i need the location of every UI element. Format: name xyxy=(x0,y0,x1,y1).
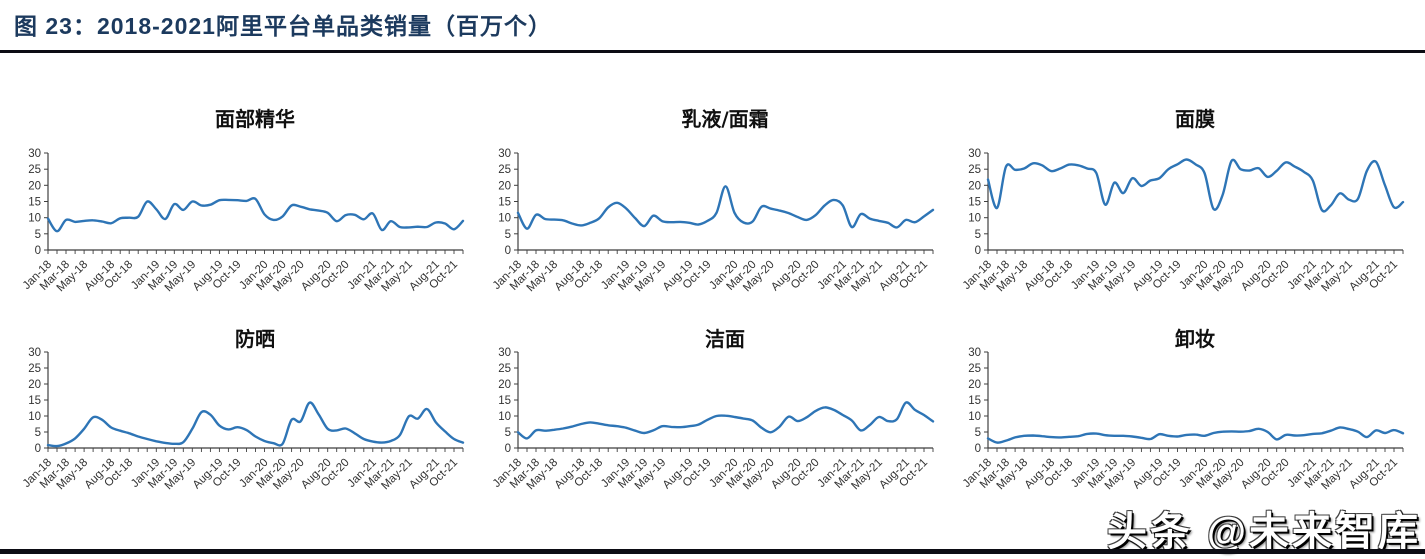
x-axis-ticks xyxy=(517,250,934,254)
svg-text:5: 5 xyxy=(35,427,41,439)
chart-facial-cleanser: 洁面 0 5 10 15 20 25 30 Jan-18Mar-18May-18Aug-18O… xyxy=(491,327,935,493)
svg-text:20: 20 xyxy=(498,180,511,192)
series-line xyxy=(986,426,1405,444)
svg-text:30: 30 xyxy=(498,347,511,359)
svg-text:15: 15 xyxy=(28,197,41,209)
series-line xyxy=(516,401,935,440)
x-axis-ticks xyxy=(47,448,464,452)
series-line xyxy=(986,158,1405,213)
svg-text:25: 25 xyxy=(498,363,511,375)
svg-text:0: 0 xyxy=(975,443,981,455)
axes xyxy=(517,352,933,449)
svg-text:25: 25 xyxy=(968,363,981,375)
plot-area: 0 5 10 15 20 25 30 Jan-18Mar-18May-18Aug-18Oct-… xyxy=(491,347,935,493)
x-axis-labels: Jan-18Mar-18May-18Aug-18Oct-18Jan-19Mar-… xyxy=(491,259,930,295)
x-axis-ticks xyxy=(517,448,934,452)
axes xyxy=(517,153,933,251)
svg-text:15: 15 xyxy=(498,395,511,407)
plot-area: 0 5 10 15 20 25 30 Jan-18Mar-18May-18Aug-18Oct-… xyxy=(961,347,1405,493)
svg-text:5: 5 xyxy=(975,427,981,439)
svg-text:25: 25 xyxy=(968,164,981,176)
chart-title: 面膜 xyxy=(1175,107,1215,131)
series-line xyxy=(516,185,935,230)
svg-text:30: 30 xyxy=(28,347,41,359)
svg-text:30: 30 xyxy=(968,347,981,359)
series-line xyxy=(46,401,465,448)
svg-text:25: 25 xyxy=(498,164,511,176)
chart-face-mask: 面膜 0 5 10 15 20 25 30 Jan-18Mar-18May-18Aug-18O… xyxy=(961,107,1405,295)
y-axis-ticks: 0 5 10 15 20 25 30 xyxy=(968,148,988,257)
plot-area: 0 5 10 15 20 25 30 Jan-18Mar-18May-18Aug-18Oct-… xyxy=(21,347,465,493)
svg-text:20: 20 xyxy=(28,379,41,391)
chart-makeup-remover: 卸妆 0 5 10 15 20 25 30 Jan-18Mar-18May-18Aug-18O… xyxy=(961,327,1405,493)
svg-text:0: 0 xyxy=(505,443,511,455)
svg-text:30: 30 xyxy=(28,148,41,160)
svg-text:0: 0 xyxy=(975,245,981,257)
axes xyxy=(987,153,1403,251)
x-axis-labels: Jan-18Mar-18May-18Aug-18Oct-18Jan-19Mar-… xyxy=(961,457,1400,493)
svg-text:20: 20 xyxy=(968,180,981,192)
chart-sunscreen: 防晒 0 5 10 15 20 25 30 Jan-18Mar-18May-18Aug-18O… xyxy=(21,327,465,493)
y-axis-ticks: 0 5 10 15 20 25 30 xyxy=(498,347,518,455)
svg-text:5: 5 xyxy=(505,229,511,241)
svg-text:15: 15 xyxy=(498,197,511,209)
svg-text:25: 25 xyxy=(28,164,41,176)
axes xyxy=(47,153,463,251)
svg-text:30: 30 xyxy=(498,148,511,160)
svg-text:5: 5 xyxy=(975,229,981,241)
plot-area: 0 5 10 15 20 25 30 Jan-18Mar-18May-18Aug-18Oct-… xyxy=(961,148,1405,295)
x-axis-labels: Jan-18Mar-18May-18Aug-18Oct-18Jan-19Mar-… xyxy=(21,259,460,295)
header-rule xyxy=(0,50,1425,53)
x-axis-labels: Jan-18Mar-18May-18Aug-18Oct-18Jan-19Mar-… xyxy=(491,457,930,493)
svg-text:20: 20 xyxy=(28,180,41,192)
svg-text:10: 10 xyxy=(968,213,981,225)
svg-text:15: 15 xyxy=(968,197,981,209)
svg-text:5: 5 xyxy=(35,229,41,241)
x-axis-ticks xyxy=(987,250,1404,254)
plot-area: 0 5 10 15 20 25 30 Jan-18Mar-18May-18Aug-18Oct-… xyxy=(491,148,935,295)
svg-text:10: 10 xyxy=(498,411,511,423)
y-axis-ticks: 0 5 10 15 20 25 30 xyxy=(498,148,518,257)
chart-title: 卸妆 xyxy=(1175,327,1215,351)
chart-lotion-cream: 乳液/面霜 0 5 10 15 20 25 30 Jan-18Mar-18May-18Aug-… xyxy=(491,107,935,295)
y-axis-ticks: 0 5 10 15 20 25 30 xyxy=(968,347,988,455)
svg-text:20: 20 xyxy=(968,379,981,391)
svg-text:0: 0 xyxy=(35,245,41,257)
chart-facial-serum: 面部精华 0 5 10 15 20 25 30 Jan-18Mar-18May-18Aug-1… xyxy=(21,107,465,295)
chart-title: 防晒 xyxy=(235,327,275,351)
svg-text:15: 15 xyxy=(968,395,981,407)
x-axis-ticks xyxy=(47,250,464,254)
svg-text:10: 10 xyxy=(498,213,511,225)
svg-text:5: 5 xyxy=(505,427,511,439)
chart-title: 面部精华 xyxy=(215,107,295,131)
figure-title: 图 23：2018-2021阿里平台单品类销量（百万个） xyxy=(14,13,552,39)
series-line xyxy=(46,197,465,233)
svg-text:15: 15 xyxy=(28,395,41,407)
svg-text:0: 0 xyxy=(505,245,511,257)
svg-text:10: 10 xyxy=(28,213,41,225)
chart-title: 洁面 xyxy=(705,327,745,351)
svg-text:25: 25 xyxy=(28,363,41,375)
watermark: 头条 @未来智库 xyxy=(1106,510,1421,554)
x-axis-labels: Jan-18Mar-18May-18Aug-18Oct-18Jan-19Mar-… xyxy=(21,457,460,493)
x-axis-labels: Jan-18Mar-18May-18Aug-18Oct-18Jan-19Mar-… xyxy=(961,259,1400,295)
y-axis-ticks: 0 5 10 15 20 25 30 xyxy=(28,148,48,257)
svg-text:10: 10 xyxy=(968,411,981,423)
svg-text:0: 0 xyxy=(35,443,41,455)
x-axis-ticks xyxy=(987,448,1404,452)
svg-text:20: 20 xyxy=(498,379,511,391)
svg-text:10: 10 xyxy=(28,411,41,423)
footer-rule xyxy=(0,549,1425,554)
plot-area: 0 5 10 15 20 25 30 Jan-18Mar-18May-18Aug-18Oct-… xyxy=(21,148,465,295)
y-axis-ticks: 0 5 10 15 20 25 30 xyxy=(28,347,48,455)
svg-text:30: 30 xyxy=(968,148,981,160)
chart-title: 乳液/面霜 xyxy=(681,107,768,131)
